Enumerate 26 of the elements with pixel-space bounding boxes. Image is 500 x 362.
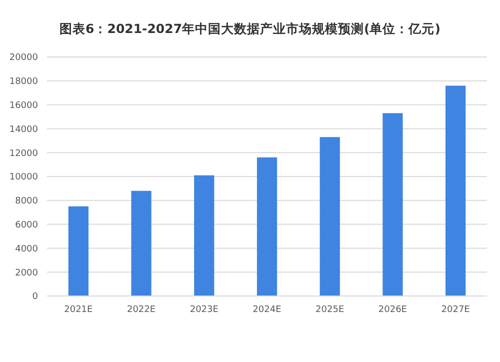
y-tick-label: 16000	[9, 100, 38, 111]
x-tick-label: 2023E	[190, 305, 219, 315]
y-tick-label: 8000	[15, 196, 38, 207]
x-tick-label: 2022E	[126, 305, 156, 315]
chart-title: 图表6：2021-2027年中国大数据产业市场规模预测(单位：亿元)	[60, 21, 440, 36]
bar	[446, 86, 466, 296]
y-tick-label: 6000	[15, 220, 38, 230]
y-tick-label: 12000	[9, 148, 38, 159]
y-tick-label: 18000	[9, 77, 38, 88]
bar	[68, 206, 88, 296]
y-tick-label: 20000	[9, 53, 38, 64]
bar	[382, 113, 403, 296]
x-tick-label: 2027E	[441, 305, 470, 315]
bar	[320, 137, 340, 296]
x-tick-label: 2024E	[252, 305, 282, 315]
bar	[131, 190, 152, 296]
x-tick-label: 2025E	[316, 305, 344, 315]
y-tick-label: 14000	[9, 124, 38, 135]
bar	[256, 157, 278, 296]
y-tick-label: 0	[32, 292, 38, 302]
y-tick-label: 10000	[9, 172, 38, 183]
bar	[194, 175, 214, 296]
y-tick-label: 4000	[15, 244, 38, 254]
x-tick-label: 2021E	[64, 305, 94, 315]
x-tick-label: 2026E	[378, 305, 408, 315]
y-tick-label: 2000	[15, 268, 38, 278]
